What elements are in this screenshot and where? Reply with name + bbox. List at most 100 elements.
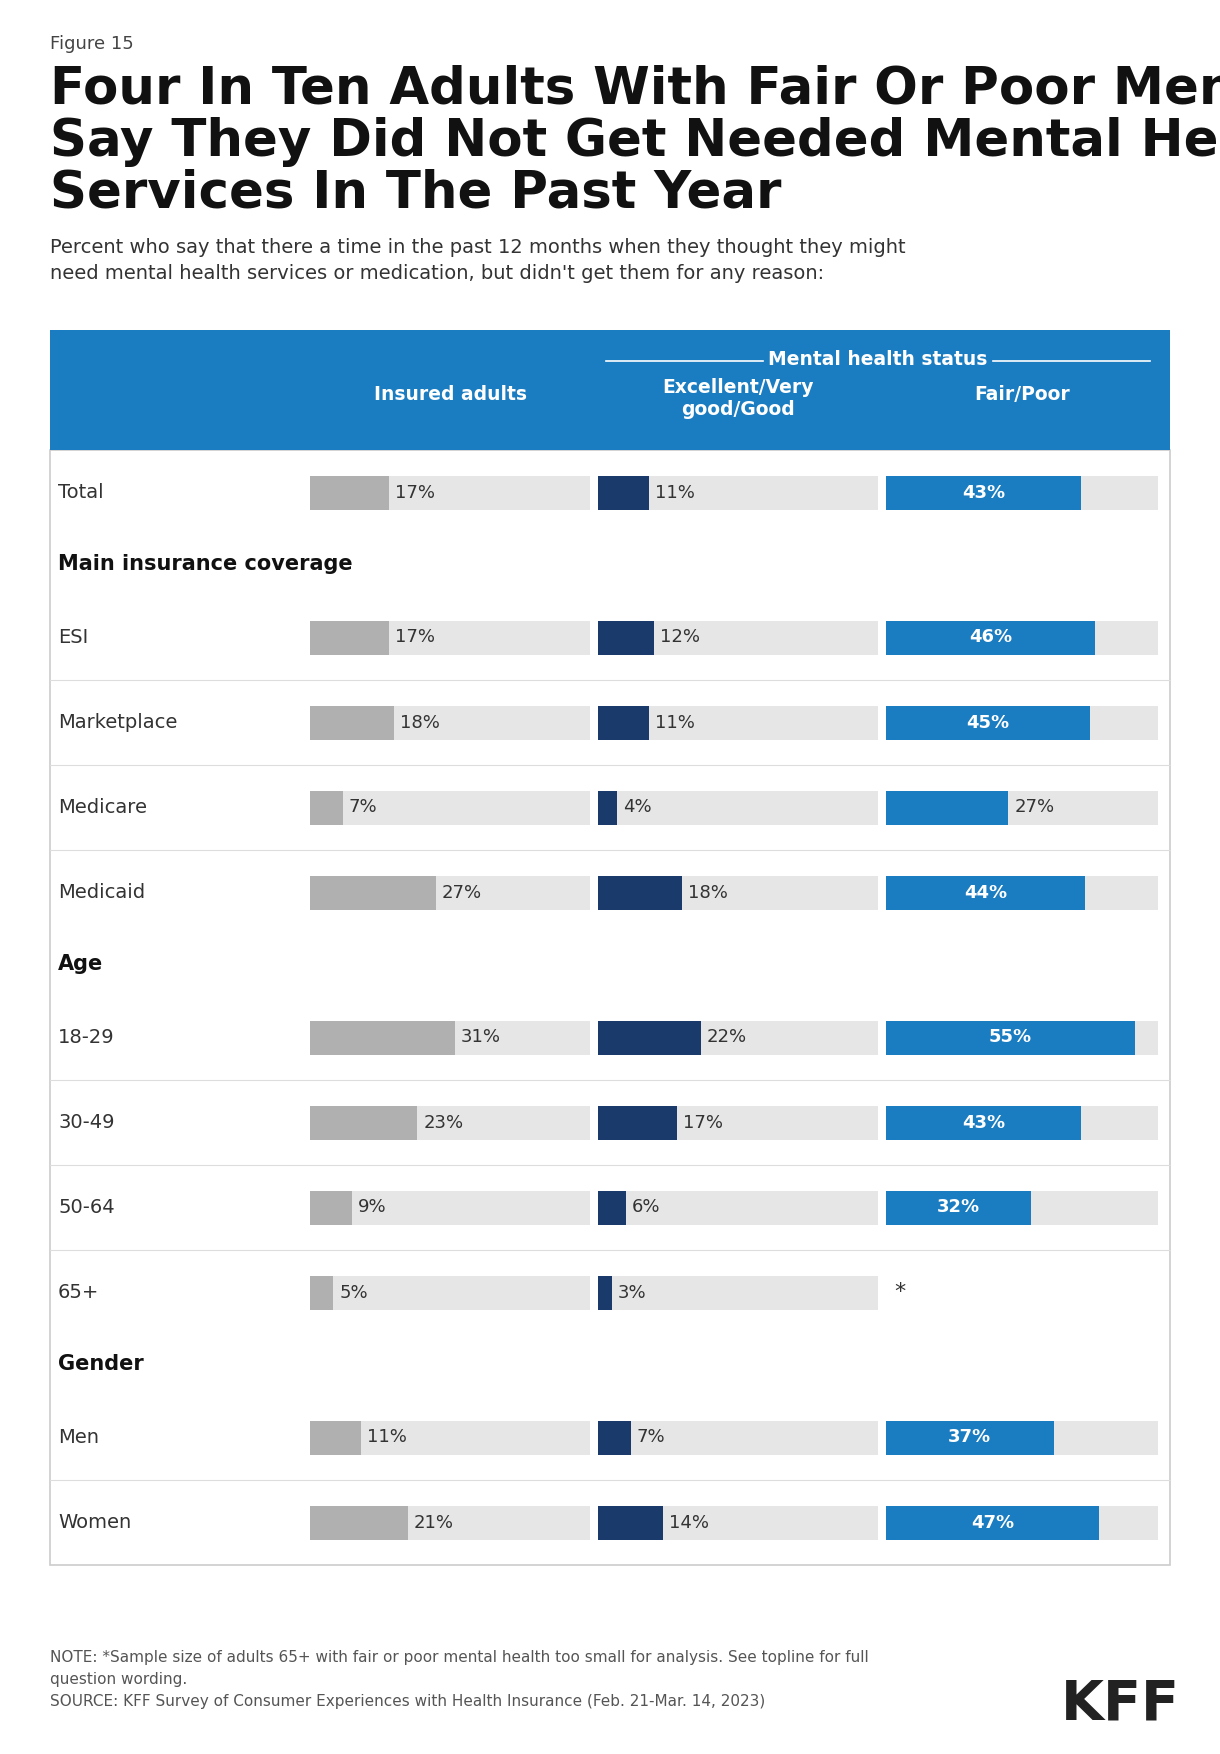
Text: need mental health services or medication, but didn't get them for any reason:: need mental health services or medicatio… — [50, 265, 825, 282]
Bar — [886, 1105, 1158, 1140]
Text: Age: Age — [59, 954, 104, 973]
Text: 18%: 18% — [400, 714, 440, 731]
Text: 18%: 18% — [688, 884, 728, 902]
Text: 21%: 21% — [414, 1514, 454, 1531]
Bar — [886, 1505, 1158, 1540]
Text: Marketplace: Marketplace — [59, 712, 177, 731]
Text: 37%: 37% — [948, 1428, 992, 1447]
Bar — [310, 705, 394, 740]
Bar — [598, 475, 878, 509]
Bar — [598, 875, 878, 910]
Text: Medicaid: Medicaid — [59, 882, 145, 902]
Bar — [598, 1505, 664, 1540]
Bar — [310, 1105, 590, 1140]
Bar — [886, 875, 1158, 910]
Text: 3%: 3% — [619, 1284, 647, 1301]
Bar — [310, 1105, 417, 1140]
Text: 43%: 43% — [961, 484, 1005, 502]
Text: Excellent/Very
good/Good: Excellent/Very good/Good — [662, 379, 814, 419]
Bar — [310, 1275, 590, 1310]
Text: 50-64: 50-64 — [59, 1198, 115, 1217]
Bar — [598, 1105, 878, 1140]
Text: Total: Total — [59, 482, 104, 502]
Text: 17%: 17% — [395, 628, 436, 647]
Bar — [886, 1421, 1054, 1454]
Text: 4%: 4% — [622, 798, 651, 817]
Bar — [886, 1105, 1081, 1140]
Text: NOTE: *Sample size of adults 65+ with fair or poor mental health too small for a: NOTE: *Sample size of adults 65+ with fa… — [50, 1651, 869, 1665]
Bar — [310, 875, 436, 910]
Text: 45%: 45% — [966, 714, 1010, 731]
Text: Gender: Gender — [59, 1354, 144, 1373]
Text: 43%: 43% — [961, 1114, 1005, 1131]
Text: Mental health status: Mental health status — [769, 351, 988, 368]
Bar — [598, 1275, 612, 1310]
Bar — [598, 621, 654, 654]
Bar — [310, 875, 590, 910]
Bar — [886, 875, 1086, 910]
Bar — [598, 1021, 700, 1054]
Text: Men: Men — [59, 1428, 99, 1447]
Bar — [886, 791, 1158, 824]
Bar — [310, 791, 343, 824]
Bar — [598, 705, 878, 740]
Text: Figure 15: Figure 15 — [50, 35, 134, 53]
Bar — [50, 451, 1170, 1565]
Text: 11%: 11% — [367, 1428, 407, 1447]
Text: Medicare: Medicare — [59, 798, 146, 817]
Text: Fair/Poor: Fair/Poor — [974, 384, 1070, 403]
Text: 5%: 5% — [339, 1284, 368, 1301]
Bar — [886, 791, 1009, 824]
Bar — [886, 475, 1081, 509]
Bar — [598, 1105, 677, 1140]
Bar — [886, 1021, 1158, 1054]
Bar — [886, 705, 1089, 740]
Bar — [310, 621, 389, 654]
Bar — [886, 621, 1094, 654]
Bar — [310, 1021, 455, 1054]
Bar — [310, 475, 389, 509]
Text: 11%: 11% — [655, 714, 695, 731]
Text: 65+: 65+ — [59, 1282, 99, 1301]
Text: 44%: 44% — [964, 884, 1008, 902]
Bar — [598, 1505, 878, 1540]
Text: 18-29: 18-29 — [59, 1028, 115, 1047]
Bar — [886, 1421, 1158, 1454]
Bar — [598, 791, 616, 824]
Bar — [310, 1505, 590, 1540]
Bar — [598, 1421, 631, 1454]
Text: 7%: 7% — [349, 798, 377, 817]
Text: 9%: 9% — [357, 1198, 387, 1217]
Bar — [886, 1191, 1158, 1224]
Bar — [310, 705, 590, 740]
Bar — [598, 1275, 878, 1310]
Bar — [598, 791, 878, 824]
Text: KFF: KFF — [1061, 1677, 1180, 1731]
Bar — [310, 621, 590, 654]
Bar — [886, 1505, 1099, 1540]
Text: 31%: 31% — [461, 1028, 500, 1047]
Text: 17%: 17% — [395, 484, 436, 502]
Text: question wording.: question wording. — [50, 1672, 187, 1687]
Text: 32%: 32% — [937, 1198, 980, 1217]
Text: Four In Ten Adults With Fair Or Poor Mental Health: Four In Ten Adults With Fair Or Poor Men… — [50, 65, 1220, 116]
Text: 6%: 6% — [632, 1198, 660, 1217]
Bar — [310, 1021, 590, 1054]
Bar — [598, 1191, 878, 1224]
Bar — [50, 330, 1170, 451]
Bar — [310, 1421, 590, 1454]
Bar — [598, 1421, 878, 1454]
Text: 46%: 46% — [969, 628, 1011, 647]
Text: SOURCE: KFF Survey of Consumer Experiences with Health Insurance (Feb. 21-Mar. 1: SOURCE: KFF Survey of Consumer Experienc… — [50, 1694, 765, 1708]
Text: Percent who say that there a time in the past 12 months when they thought they m: Percent who say that there a time in the… — [50, 239, 905, 258]
Bar — [598, 621, 878, 654]
Text: 27%: 27% — [1014, 798, 1054, 817]
Bar — [598, 1021, 878, 1054]
Bar — [310, 1191, 590, 1224]
Bar — [310, 1505, 407, 1540]
Bar — [886, 1191, 1031, 1224]
Bar — [310, 1191, 353, 1224]
Text: Say They Did Not Get Needed Mental Health: Say They Did Not Get Needed Mental Healt… — [50, 118, 1220, 167]
Text: Insured adults: Insured adults — [373, 384, 527, 403]
Text: 30-49: 30-49 — [59, 1114, 115, 1131]
